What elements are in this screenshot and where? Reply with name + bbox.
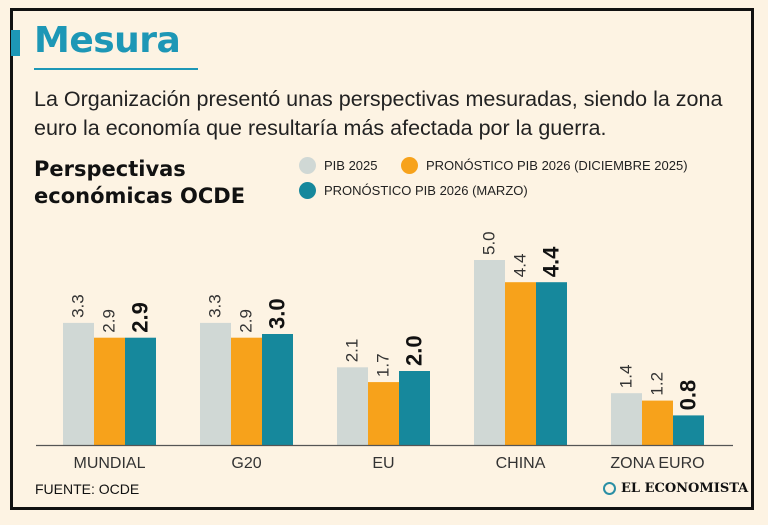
category-label-zona-euro: ZONA EURO bbox=[610, 455, 704, 472]
title-underline bbox=[34, 68, 198, 70]
data-label-zona-euro-series-1: 1.2 bbox=[648, 372, 667, 396]
bar-mundial-series-2 bbox=[125, 337, 156, 445]
bar-china-series-0 bbox=[474, 260, 505, 445]
legend-swatch-pib-2025 bbox=[299, 157, 316, 174]
bar-china-series-1 bbox=[505, 282, 536, 445]
data-label-zona-euro-series-2: 0.8 bbox=[676, 380, 701, 411]
category-label-china: CHINA bbox=[496, 455, 546, 472]
data-label-mundial-series-0: 3.3 bbox=[69, 294, 88, 318]
page-title: Mesura bbox=[34, 20, 181, 61]
bar-eu-series-0 bbox=[337, 367, 368, 445]
brand-name: EL ECONOMISTA bbox=[621, 481, 749, 496]
legend-item-marzo: PRONÓSTICO PIB 2026 (MARZO) bbox=[299, 182, 528, 199]
bar-mundial-series-1 bbox=[94, 337, 125, 445]
source-note: FUENTE: OCDE bbox=[35, 481, 140, 497]
data-label-g20-series-2: 3.0 bbox=[265, 298, 290, 329]
bar-eu-series-1 bbox=[368, 382, 399, 445]
bar-g20-series-2 bbox=[262, 334, 293, 445]
data-label-china-series-1: 4.4 bbox=[511, 254, 530, 278]
legend-label-marzo: PRONÓSTICO PIB 2026 (MARZO) bbox=[324, 183, 528, 198]
data-label-eu-series-1: 1.7 bbox=[374, 353, 393, 377]
legend-item-pib-2025: PIB 2025 bbox=[299, 157, 378, 174]
legend-swatch-marzo bbox=[299, 182, 316, 199]
bar-g20-series-1 bbox=[231, 337, 262, 445]
bar-zona-euro-series-0 bbox=[611, 393, 642, 445]
infographic-frame bbox=[10, 8, 754, 510]
bar-china-series-2 bbox=[536, 282, 567, 445]
bar-eu-series-2 bbox=[399, 371, 430, 445]
data-label-eu-series-0: 2.1 bbox=[343, 339, 362, 363]
data-label-mundial-series-2: 2.9 bbox=[128, 302, 153, 333]
data-label-china-series-2: 4.4 bbox=[539, 246, 564, 277]
title-accent-bar bbox=[11, 30, 20, 56]
data-label-g20-series-0: 3.3 bbox=[206, 294, 225, 318]
data-label-mundial-series-1: 2.9 bbox=[100, 309, 119, 333]
bar-g20-series-0 bbox=[200, 322, 231, 445]
bar-zona-euro-series-2 bbox=[673, 415, 704, 445]
brand-globe-icon bbox=[603, 482, 616, 495]
data-label-g20-series-1: 2.9 bbox=[237, 309, 256, 333]
category-label-eu: EU bbox=[372, 455, 394, 472]
legend-label-diciembre-2025: PRONÓSTICO PIB 2026 (DICIEMBRE 2025) bbox=[426, 158, 688, 173]
subtitle: La Organización presentó unas perspectiv… bbox=[34, 87, 723, 140]
bar-mundial-series-0 bbox=[63, 322, 94, 445]
data-label-china-series-0: 5.0 bbox=[480, 231, 499, 255]
legend-item-diciembre-2025: PRONÓSTICO PIB 2026 (DICIEMBRE 2025) bbox=[401, 157, 688, 174]
bar-zona-euro-series-1 bbox=[642, 400, 673, 445]
category-label-g20: G20 bbox=[231, 455, 261, 472]
legend-swatch-diciembre-2025 bbox=[401, 157, 418, 174]
data-label-zona-euro-series-0: 1.4 bbox=[617, 365, 636, 389]
legend-label-pib-2025: PIB 2025 bbox=[324, 158, 378, 173]
brand-logo: EL ECONOMISTA bbox=[603, 481, 748, 496]
chart-title: Perspectivas económicas OCDE bbox=[34, 157, 246, 208]
data-label-eu-series-2: 2.0 bbox=[402, 335, 427, 366]
category-label-mundial: MUNDIAL bbox=[73, 455, 145, 472]
